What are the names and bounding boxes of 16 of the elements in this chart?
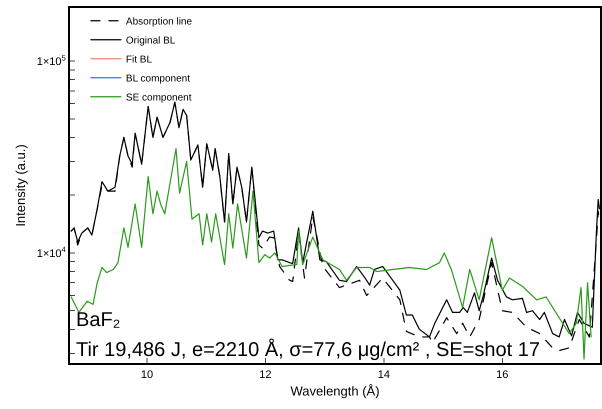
y-axis-title: Intensity (a.u.) xyxy=(13,144,28,227)
annotation: Tir 19,486 J, e=2210 Å, σ=77,6 μg/cm² , SE=shot 17 xyxy=(76,338,540,361)
legend-label: SE component xyxy=(126,92,192,104)
x-tick-label: 16 xyxy=(496,369,508,382)
legend-label: BL component xyxy=(126,74,190,85)
x-tick-label: 12 xyxy=(259,369,272,382)
annotation: BaF₂ xyxy=(76,309,120,331)
x-tick-label: 14 xyxy=(378,369,390,382)
legend-label: Absorption line xyxy=(126,16,192,28)
y-tick-label: 1×10$^{4}$ xyxy=(36,245,67,260)
x-tick-label: 10 xyxy=(140,369,154,382)
legend-label: Fit BL xyxy=(126,54,152,66)
legend-label: Original BL xyxy=(126,36,176,47)
x-axis-title: Wavelength (Å) xyxy=(290,383,380,398)
y-tick-label: 1×10$^{5}$ xyxy=(36,53,66,68)
line-series xyxy=(70,148,592,360)
